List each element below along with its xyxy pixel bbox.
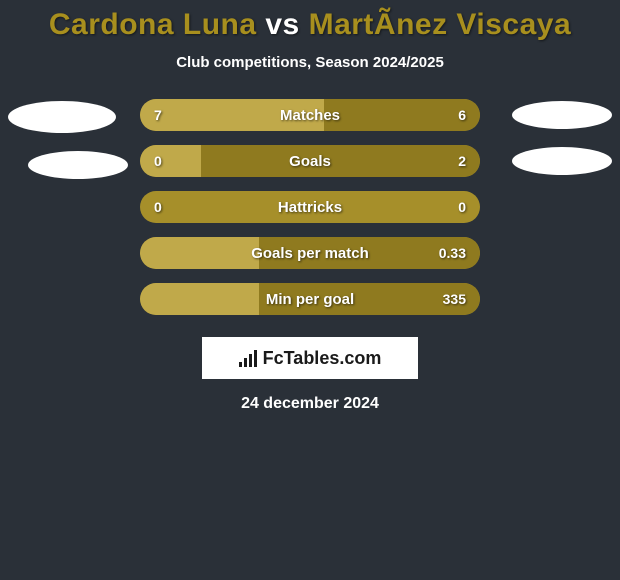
- footer: FcTables.com 24 december 2024: [0, 337, 620, 413]
- bar-label: Matches: [140, 99, 480, 131]
- comparison-widget: Cardona Luna vs MartÃ­nez Viscaya Club c…: [0, 0, 620, 413]
- bar-label: Hattricks: [140, 191, 480, 223]
- avatar: [8, 101, 116, 133]
- stat-bar: 335Min per goal: [140, 283, 480, 315]
- title-vs: vs: [257, 8, 309, 41]
- stat-bar: 00Hattricks: [140, 191, 480, 223]
- date-text: 24 december 2024: [241, 395, 379, 413]
- avatars-right: [492, 99, 612, 175]
- avatars-left: [8, 99, 128, 179]
- avatar: [512, 147, 612, 175]
- title-player-right: MartÃ­nez Viscaya: [309, 8, 572, 41]
- subtitle: Club competitions, Season 2024/2025: [0, 54, 620, 71]
- logo-box[interactable]: FcTables.com: [202, 337, 418, 379]
- stat-bars: 76Matches 02Goals 00Hattricks 0.33Goals per…: [140, 99, 480, 315]
- title-player-left: Cardona Luna: [49, 8, 257, 41]
- avatar: [28, 151, 128, 179]
- bar-label: Goals per match: [140, 237, 480, 269]
- stat-bar: 02Goals: [140, 145, 480, 177]
- signal-icon: [239, 349, 257, 367]
- avatar: [512, 101, 612, 129]
- logo-text: FcTables.com: [263, 348, 382, 369]
- stat-bar: 76Matches: [140, 99, 480, 131]
- bar-label: Min per goal: [140, 283, 480, 315]
- stat-bar: 0.33Goals per match: [140, 237, 480, 269]
- bar-label: Goals: [140, 145, 480, 177]
- page-title: Cardona Luna vs MartÃ­nez Viscaya: [0, 8, 620, 42]
- comparison-main: 76Matches 02Goals 00Hattricks 0.33Goals per…: [0, 99, 620, 315]
